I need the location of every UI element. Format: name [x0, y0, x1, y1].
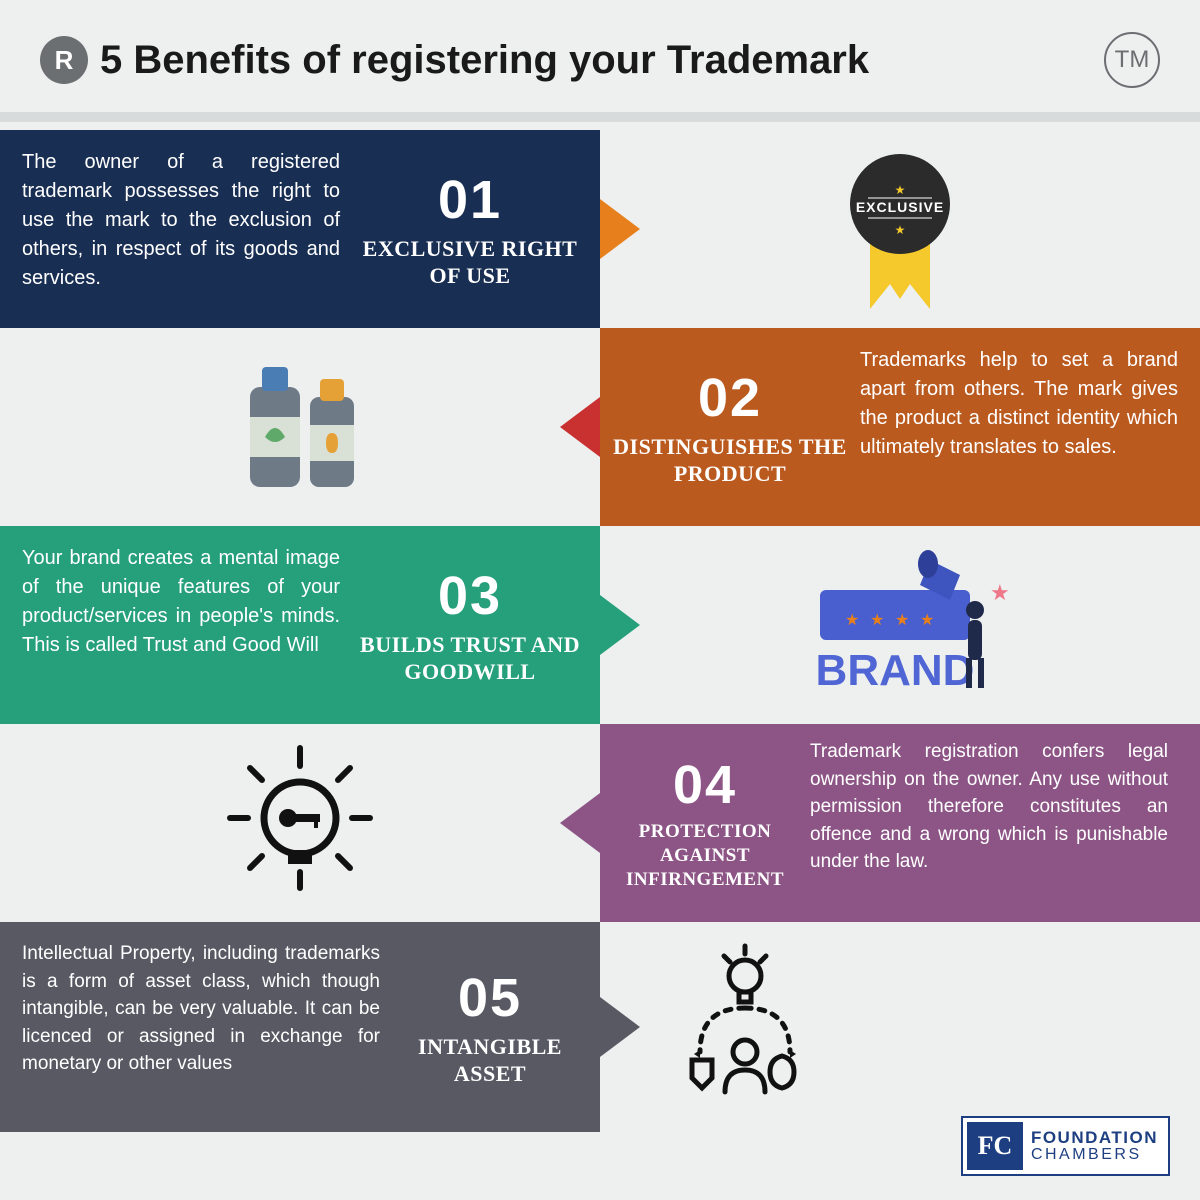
footer-logo: FC FOUNDATION CHAMBERS [961, 1116, 1170, 1176]
bottles-icon [210, 347, 390, 507]
lightbulb-key-icon [210, 738, 390, 908]
benefit-3-desc: Your brand creates a mental image of the… [0, 526, 340, 724]
benefit-4-desc: Trademark registration confers legal own… [810, 724, 1190, 922]
header-rule [0, 112, 1200, 122]
benefit-1-illustration: ★ EXCLUSIVE ★ [600, 130, 1200, 328]
benefit-2-title: DISTINGUISHES THE PRODUCT [612, 433, 848, 488]
benefit-3-illustration: ★ ★ ★ ★ BRAND ★ [600, 526, 1200, 724]
arrow-left-icon [560, 793, 600, 853]
svg-text:EXCLUSIVE: EXCLUSIVE [856, 199, 944, 215]
arrow-right-icon [600, 199, 640, 259]
benefit-1-heading: 01 EXCLUSIVE RIGHT OF USE [340, 130, 600, 328]
benefit-row-5: Intellectual Property, including tradema… [0, 922, 1200, 1132]
header: R 5 Benefits of registering your Tradema… [0, 0, 1200, 112]
benefit-5-illustration [600, 922, 1200, 1132]
svg-text:★: ★ [870, 612, 884, 629]
svg-text:★: ★ [895, 612, 909, 629]
benefit-4-title: PROTECTION AGAINST INFIRNGEMENT [612, 820, 798, 891]
benefit-1-desc: The owner of a registered trademark poss… [0, 130, 340, 328]
ip-person-icon [660, 942, 830, 1112]
benefit-3-title: BUILDS TRUST AND GOODWILL [352, 631, 588, 686]
benefit-5-number: 05 [458, 967, 522, 1029]
benefit-2-illustration [0, 328, 600, 526]
benefit-2-heading: 02 DISTINGUISHES THE PRODUCT [600, 328, 860, 526]
benefit-4-number: 04 [673, 754, 737, 816]
page-title: 5 Benefits of registering your Trademark [100, 38, 1104, 83]
benefit-1-title: EXCLUSIVE RIGHT OF USE [352, 235, 588, 290]
benefit-row-4: 04 PROTECTION AGAINST INFIRNGEMENT Trade… [0, 724, 1200, 922]
svg-text:★: ★ [990, 580, 1010, 605]
logo-line-1: FOUNDATION [1031, 1129, 1158, 1147]
trademark-badge: TM [1104, 32, 1160, 88]
svg-text:★: ★ [920, 612, 934, 629]
logo-badge: FC [967, 1122, 1023, 1170]
arrow-left-icon [560, 397, 600, 457]
benefits-list: The owner of a registered trademark poss… [0, 130, 1200, 1132]
benefit-1-number: 01 [438, 169, 502, 231]
benefit-2-number: 02 [698, 367, 762, 429]
registered-badge: R [40, 36, 88, 84]
svg-text:BRAND: BRAND [816, 646, 975, 695]
benefit-row-1: The owner of a registered trademark poss… [0, 130, 1200, 328]
benefit-3-number: 03 [438, 565, 502, 627]
benefit-row-2: 02 DISTINGUISHES THE PRODUCT Trademarks … [0, 328, 1200, 526]
benefit-4-heading: 04 PROTECTION AGAINST INFIRNGEMENT [600, 724, 810, 922]
benefit-4-illustration [0, 724, 600, 922]
benefit-5-desc: Intellectual Property, including tradema… [0, 922, 380, 1132]
svg-text:★: ★ [895, 183, 906, 197]
brand-icon: ★ ★ ★ ★ BRAND ★ [780, 540, 1020, 710]
benefit-row-3: Your brand creates a mental image of the… [0, 526, 1200, 724]
benefit-5-heading: 05 INTANGIBLE ASSET [380, 922, 600, 1132]
svg-text:★: ★ [895, 223, 906, 237]
exclusive-badge-icon: ★ EXCLUSIVE ★ [820, 144, 980, 314]
arrow-right-icon [600, 997, 640, 1057]
benefit-5-title: INTANGIBLE ASSET [392, 1033, 588, 1088]
logo-line-2: CHAMBERS [1031, 1147, 1158, 1164]
arrow-right-icon [600, 595, 640, 655]
benefit-2-desc: Trademarks help to set a brand apart fro… [860, 328, 1200, 526]
benefit-3-heading: 03 BUILDS TRUST AND GOODWILL [340, 526, 600, 724]
svg-text:★: ★ [845, 612, 859, 629]
